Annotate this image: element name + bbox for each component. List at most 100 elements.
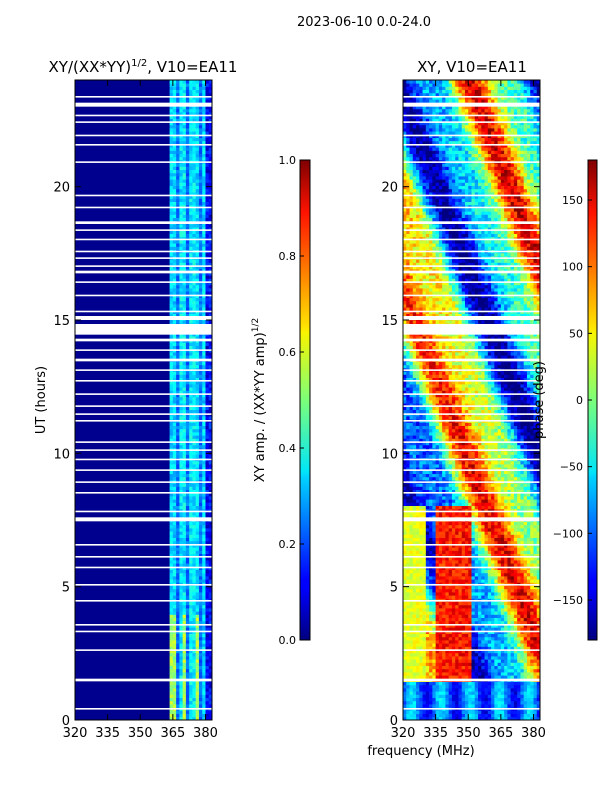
right-heatmap-cell [481,640,485,644]
left-heatmap-cell [176,259,180,263]
left-heatmap-cell [199,611,203,615]
left-flagged-row [75,96,212,98]
left-heatmap-cell [183,320,187,324]
left-heatmap-cell [192,704,196,708]
left-heatmap-cell [196,675,200,679]
right-heatmap-cell [413,694,417,698]
left-heatmap-cell [179,605,183,609]
right-heatmap-cell [488,614,492,618]
right-heatmap-cell [520,570,524,574]
left-heatmap-cell [186,138,190,142]
right-heatmap-cell [426,714,430,718]
left-heatmap-cell [202,147,206,151]
left-heatmap-cell [173,365,177,369]
right-heatmap-cell [423,618,427,622]
left-heatmap-cell [199,387,203,391]
left-heatmap-cell [176,150,180,154]
left-heatmap-cell [173,685,177,689]
right-heatmap-cell [452,662,456,666]
right-heatmap-cell [416,669,420,673]
right-heatmap-cell [468,614,472,618]
left-heatmap-cell [173,560,177,564]
right-heatmap-cell [442,579,446,583]
right-heatmap-cell [406,701,410,705]
right-heatmap-cell [498,685,502,689]
right-heatmap-cell [410,547,414,551]
left-heatmap-cell [202,218,206,222]
left-heatmap-cell [186,109,190,113]
left-heatmap-cell [189,621,193,625]
right-heatmap-cell [410,595,414,599]
left-heatmap-cell [170,614,174,618]
left-heatmap-cell [170,627,174,631]
left-heatmap-cell [173,522,177,526]
left-heatmap-cell [199,499,203,503]
right-heatmap-cell [423,691,427,695]
left-heatmap-cell [186,461,190,465]
left-heatmap-cell [202,464,206,468]
left-heatmap-cell [176,320,180,324]
right-heatmap-cell [403,666,407,670]
right-heatmap-cell [432,643,436,647]
right-heatmap-cell [416,688,420,692]
right-heatmap-cell [530,563,534,567]
right-heatmap-cell [527,640,531,644]
right-heatmap-cell [475,701,479,705]
right-heatmap-cell [416,672,420,676]
left-heatmap-cell [183,477,187,481]
right-heatmap-cell [455,608,459,612]
right-heatmap-cell [475,656,479,660]
right-heatmap-cell [419,560,423,564]
left-heatmap-cell [179,387,183,391]
right-heatmap-cell [527,618,531,622]
y-tick-label: 0 [62,714,70,729]
left-heatmap-cell [176,688,180,692]
right-heatmap-cell [507,688,511,692]
right-heatmap-cell [436,573,440,577]
right-heatmap-cell [455,685,459,689]
right-heatmap-cell [416,563,420,567]
left-heatmap-cell [189,611,193,615]
left-heatmap-cell [183,410,187,414]
left-heatmap-cell [183,202,187,206]
right-heatmap-cell [406,672,410,676]
right-heatmap-cell [524,560,528,564]
left-heatmap-cell [192,605,196,609]
right-heatmap-cell [419,592,423,596]
right-heatmap-cell [468,672,472,676]
right-heatmap-cell [491,704,495,708]
left-heatmap-cell [179,714,183,718]
right-heatmap-cell [472,605,476,609]
left-heatmap-cell [170,528,174,532]
right-heatmap-cell [498,682,502,686]
left-colorbar-label: XY amp. / (XX*YY amp)1/2 [251,318,268,482]
right-heatmap-cell [468,560,472,564]
right-heatmap-cell [426,698,430,702]
left-heatmap-cell [189,346,193,350]
left-heatmap-cell [179,90,183,94]
left-heatmap-cell [170,93,174,97]
right-heatmap-cell [432,586,436,590]
left-heatmap-cell [186,672,190,676]
right-heatmap-cell [432,675,436,679]
left-heatmap-cell [199,234,203,238]
right-heatmap-cell [491,637,495,641]
right-heatmap-cell [423,694,427,698]
right-heatmap-cell [416,675,420,679]
left-heatmap-cell [173,285,177,289]
right-heatmap-cell [533,701,537,705]
right-heatmap-cell [429,659,433,663]
left-heatmap-cell [189,259,193,263]
left-heatmap-cell [199,93,203,97]
right-heatmap-cell [504,614,508,618]
right-heatmap-cell [452,605,456,609]
right-heatmap-cell [403,595,407,599]
right-heatmap-cell [488,640,492,644]
right-heatmap-cell [530,573,534,577]
right-heatmap-cell [504,618,508,622]
right-heatmap-cell [491,621,495,625]
right-heatmap-cell [406,688,410,692]
right-heatmap-cell [533,691,537,695]
left-heatmap-cell [173,602,177,606]
right-heatmap-cell [511,618,515,622]
